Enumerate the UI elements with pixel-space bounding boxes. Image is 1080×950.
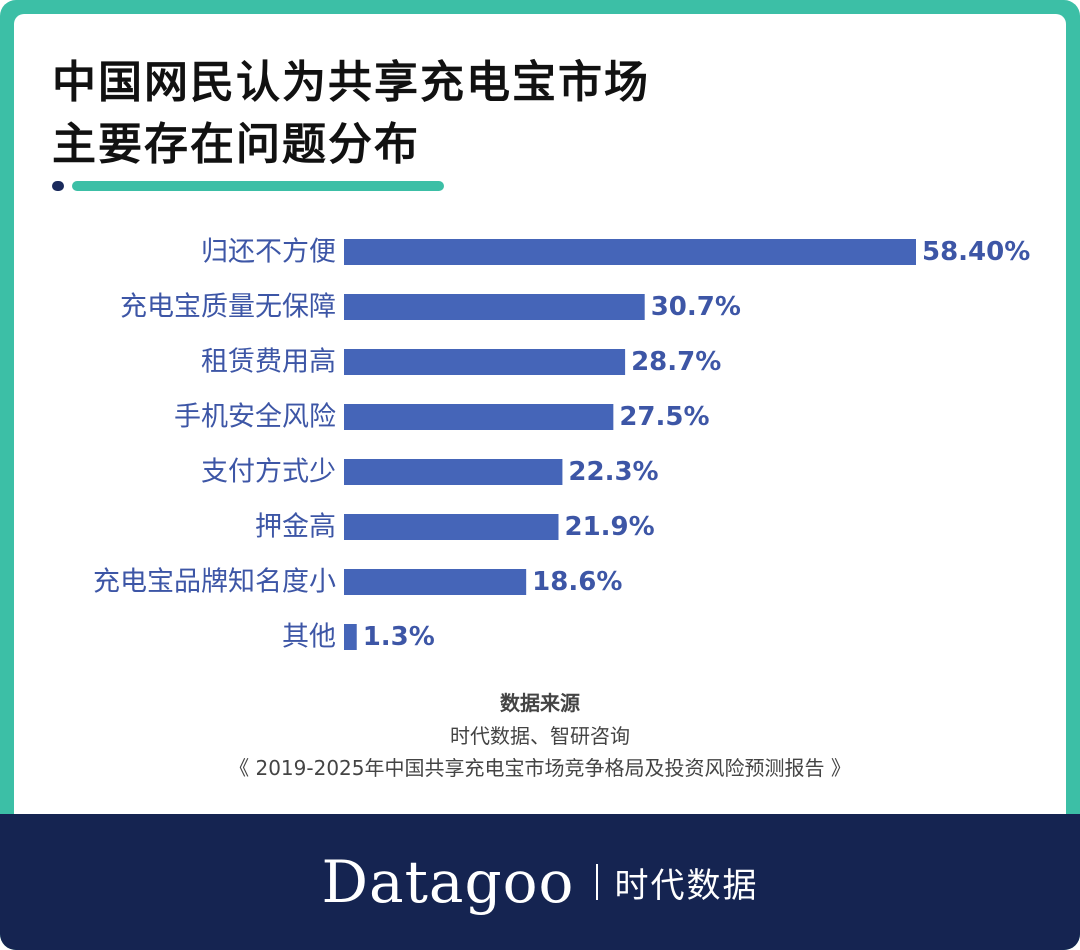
category-label: 租赁费用高 bbox=[201, 347, 336, 378]
bar bbox=[344, 239, 916, 265]
title-decoration-dot bbox=[52, 181, 64, 191]
brand-name-cn: 时代数据 bbox=[614, 865, 759, 906]
value-label: 21.9% bbox=[565, 512, 655, 542]
category-label: 归还不方便 bbox=[201, 237, 336, 268]
source-heading: 数据来源 bbox=[500, 691, 580, 715]
bar bbox=[344, 294, 645, 320]
chart-card: 中国网民认为共享充电宝市场 主要存在问题分布 归还不方便 58.40% 充电宝质量无… bbox=[14, 14, 1066, 814]
value-label: 1.3% bbox=[363, 622, 435, 652]
bar bbox=[344, 569, 527, 595]
data-source: 数据来源 时代数据、智研咨询 《 2019-2025年中国共享充电宝市场竞争格局… bbox=[14, 686, 1066, 784]
bar bbox=[344, 349, 626, 375]
category-label: 充电宝品牌知名度小 bbox=[93, 567, 336, 598]
value-label: 22.3% bbox=[568, 457, 658, 487]
bar bbox=[344, 404, 614, 430]
value-label: 30.7% bbox=[651, 292, 741, 322]
brand-divider bbox=[596, 864, 599, 900]
source-line-2: 《 2019-2025年中国共享充电宝市场竞争格局及投资风险预测报告 》 bbox=[229, 756, 851, 780]
category-label: 其他 bbox=[282, 622, 336, 653]
value-label: 58.40% bbox=[922, 237, 1030, 267]
source-line-1: 时代数据、智研咨询 bbox=[450, 724, 630, 748]
value-label: 27.5% bbox=[619, 402, 709, 432]
brand-logo: Datagoo bbox=[321, 848, 575, 916]
category-label: 充电宝质量无保障 bbox=[120, 292, 336, 323]
category-label: 支付方式少 bbox=[201, 457, 336, 488]
category-label: 手机安全风险 bbox=[174, 402, 336, 433]
footer-bar: Datagoo 时代数据 bbox=[0, 814, 1080, 950]
title-decoration-line bbox=[72, 181, 444, 191]
bar-chart: 归还不方便 58.40% 充电宝质量无保障 30.7% 租赁费用高 28.7% 手机安全风险… bbox=[93, 237, 1030, 653]
chart-title: 中国网民认为共享充电宝市场 主要存在问题分布 bbox=[52, 52, 650, 176]
value-label: 18.6% bbox=[532, 567, 622, 597]
chart-title-line-1: 中国网民认为共享充电宝市场 bbox=[52, 57, 650, 108]
chart-title-line-2: 主要存在问题分布 bbox=[52, 119, 420, 170]
bar bbox=[344, 459, 563, 485]
bar bbox=[344, 514, 559, 540]
bar bbox=[344, 624, 357, 650]
value-label: 28.7% bbox=[631, 347, 721, 377]
category-label: 押金高 bbox=[255, 512, 336, 543]
